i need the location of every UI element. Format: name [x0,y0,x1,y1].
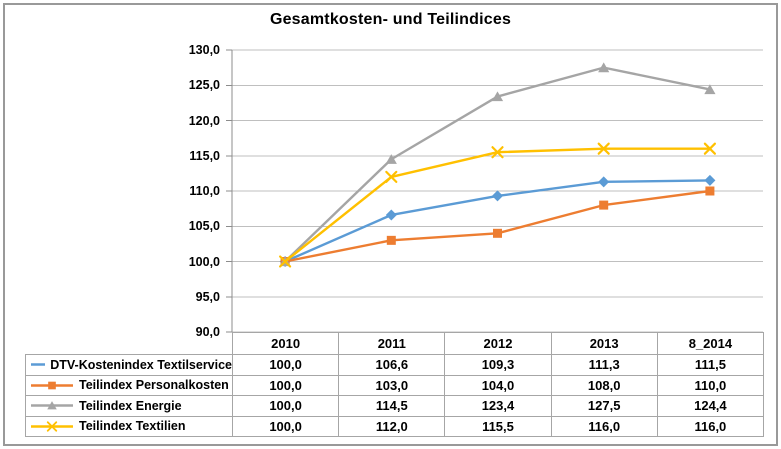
x-marker-icon [46,421,58,432]
table-value-cell: 100,0 [232,354,340,376]
table-header-row: 2010 2011 2012 2013 8_2014 [26,332,765,355]
table-header-cell: 2011 [338,332,446,355]
table-header-cell: 2012 [444,332,552,355]
table-value-cell: 104,0 [444,374,552,396]
plot-area [226,49,763,333]
table-value-cell: 109,3 [444,354,552,376]
table-row: DTV-Kostenindex Textilservice 100,0 106,6 1… [24,354,765,376]
diamond-marker-icon [704,174,716,186]
square-marker-icon [599,200,609,210]
table-header-cell: 8_2014 [656,332,765,355]
chart-title: Gesamtkosten- und Teilindices [269,11,512,28]
legend-label: Teilindex Energie [79,398,182,413]
data-table: 2010 2011 2012 2013 8_2014 DTV-Kostenindex T… [24,332,765,437]
square-marker-icon [493,228,502,238]
table-value-cell: 114,5 [338,395,446,417]
table-value-cell: 116,0 [550,415,658,437]
x-marker-icon [597,142,610,155]
triangle-marker-icon [704,84,716,95]
legend-label: Teilindex Textilien [79,419,186,434]
table-header-cell: 2013 [550,332,658,355]
x-marker-icon [385,170,398,183]
table-value-cell: 110,0 [656,374,765,396]
table-corner-blank [26,333,233,355]
table-value-cell: 112,0 [338,415,446,437]
legend-cell: DTV-Kostenindex Textilservice [24,354,234,376]
y-axis-label: 110,0 [189,184,220,198]
x-marker-icon [703,142,716,155]
table-row: Teilindex Energie 100,0 114,5 123,4 127,5 124… [24,395,765,417]
legend-key-icon [31,421,73,432]
series-line [283,147,712,263]
table-value-cell: 103,0 [338,374,446,396]
table-value-cell: 111,5 [656,354,765,376]
table-value-cell: 123,4 [444,395,552,417]
table-value-cell: 116,0 [656,415,765,437]
legend-cell: Teilindex Textilien [24,415,234,437]
table-value-cell: 115,5 [444,415,552,437]
x-marker-icon [491,146,504,159]
table-row: Teilindex Personalkosten 100,0 103,0 104,0 1… [24,374,765,396]
y-axis-label: 120,0 [188,113,220,128]
legend-key-icon [31,363,46,366]
legend-label: Teilindex Personalkosten [79,378,229,393]
table-value-cell: 100,0 [232,415,340,437]
legend-key-icon [31,381,73,390]
square-marker-icon [48,381,56,390]
table-value-cell: 106,6 [338,354,446,376]
square-marker-icon [386,235,396,245]
triangle-marker-icon [385,154,397,164]
table-value-cell: 111,3 [550,354,658,376]
table-value-cell: 100,0 [232,395,340,417]
y-axis-label: 105,0 [188,219,220,234]
legend-label: DTV-Kostenindex Textilservice [50,357,233,372]
table-value-cell: 127,5 [550,395,658,417]
y-axis-label: 130,0 [188,43,220,57]
triangle-marker-icon [598,62,610,73]
table-value-cell: 100,0 [232,374,340,396]
y-axis-label: 125,0 [188,78,220,93]
table-value-cell: 108,0 [550,374,658,396]
y-axis-label: 100,0 [188,254,220,269]
triangle-marker-icon [47,401,57,410]
legend-cell: Teilindex Personalkosten [24,374,234,396]
triangle-marker-icon [491,91,504,102]
table-value-cell: 124,4 [656,395,765,417]
diamond-marker-icon [598,176,610,188]
diamond-marker-icon [492,190,503,202]
y-axis-label: 95,0 [195,289,220,304]
y-axis-label: 115,0 [189,148,220,163]
legend-key-icon [31,401,73,410]
diamond-marker-icon [385,209,397,221]
legend-cell: Teilindex Energie [24,395,234,417]
square-marker-icon [705,186,715,196]
x-marker-icon [279,255,292,268]
table-row: Teilindex Textilien 100,0 112,0 115,5 116,0 1… [24,415,765,437]
table-header-cell: 2010 [232,332,340,355]
